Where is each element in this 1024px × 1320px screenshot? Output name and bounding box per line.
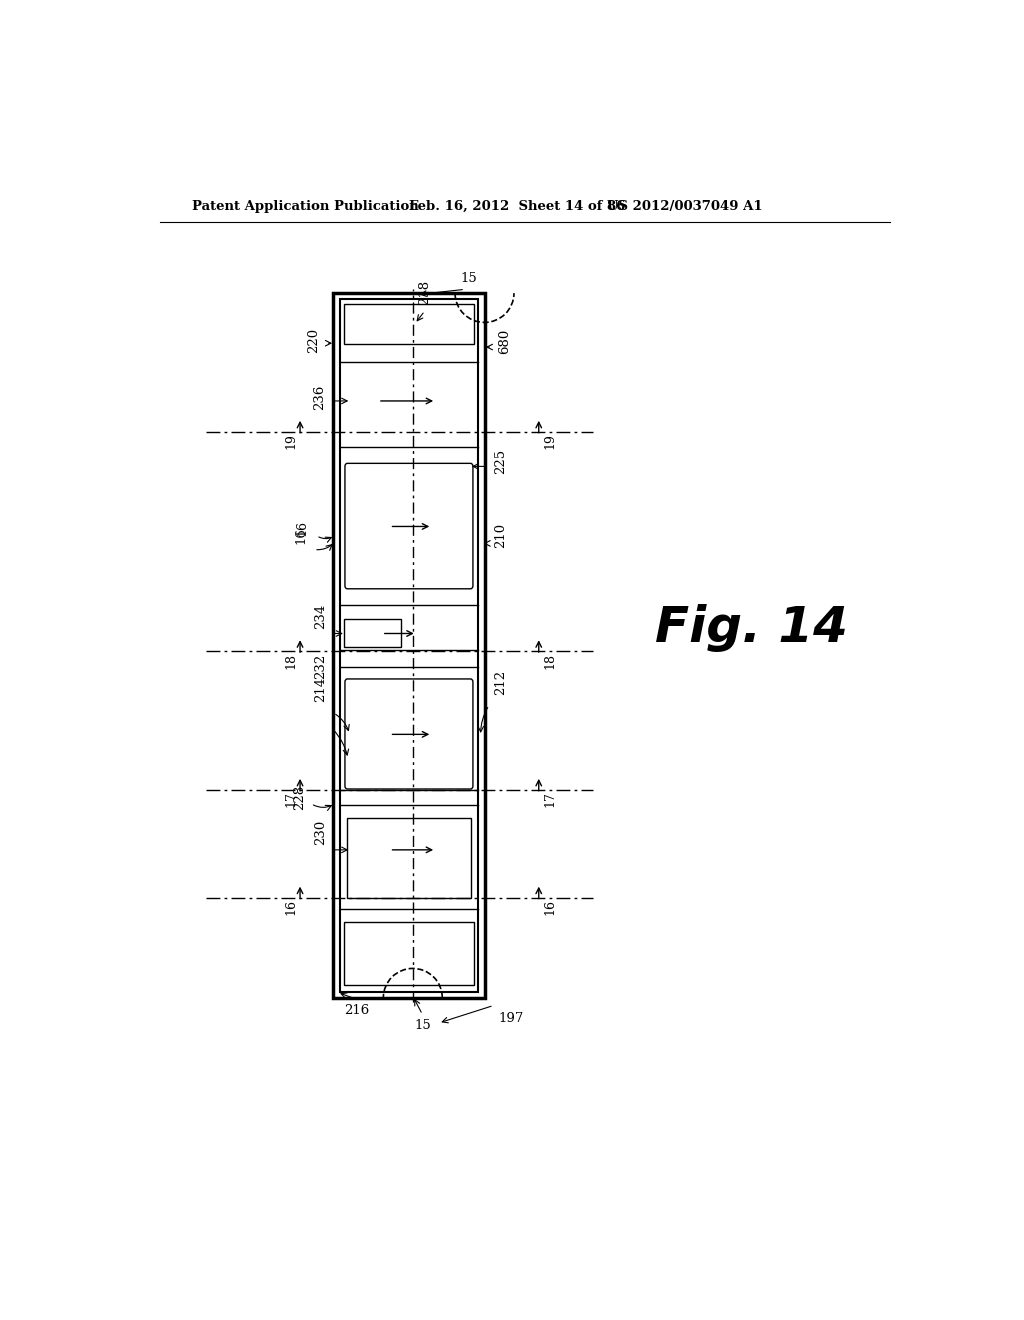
Text: 15: 15: [461, 272, 477, 285]
Bar: [334, 293, 484, 998]
Text: Feb. 16, 2012  Sheet 14 of 86: Feb. 16, 2012 Sheet 14 of 86: [409, 199, 625, 213]
Text: 210: 210: [494, 523, 507, 548]
Text: 232: 232: [314, 653, 328, 680]
Text: 17: 17: [285, 792, 297, 808]
Text: 680: 680: [498, 329, 511, 354]
Text: 16: 16: [285, 899, 297, 915]
Text: 16: 16: [544, 899, 557, 915]
Text: 197: 197: [499, 1011, 524, 1024]
Text: 17: 17: [544, 792, 557, 808]
Text: 218: 218: [419, 280, 431, 305]
Bar: [340, 300, 478, 991]
Text: 212: 212: [494, 669, 507, 694]
Text: 228: 228: [293, 785, 306, 810]
Bar: [344, 304, 474, 345]
Text: Patent Application Publication: Patent Application Publication: [191, 199, 418, 213]
Text: 225: 225: [494, 449, 507, 474]
Text: Fig. 14: Fig. 14: [655, 605, 848, 652]
Text: 19: 19: [544, 433, 557, 449]
Text: US 2012/0037049 A1: US 2012/0037049 A1: [607, 199, 763, 213]
Bar: [344, 923, 474, 985]
Text: 236: 236: [313, 384, 327, 409]
Text: 18: 18: [544, 653, 557, 669]
Text: 230: 230: [314, 820, 328, 845]
Bar: [347, 817, 471, 898]
Bar: [344, 619, 401, 647]
Text: 216: 216: [344, 1003, 370, 1016]
Text: 15: 15: [414, 1019, 431, 1032]
Text: 234: 234: [314, 605, 328, 630]
Text: 220: 220: [307, 329, 321, 354]
Text: 16: 16: [296, 520, 309, 536]
Text: 214: 214: [314, 677, 328, 702]
Text: 18: 18: [285, 653, 297, 669]
Text: 16: 16: [295, 527, 308, 544]
Text: 19: 19: [285, 433, 297, 449]
